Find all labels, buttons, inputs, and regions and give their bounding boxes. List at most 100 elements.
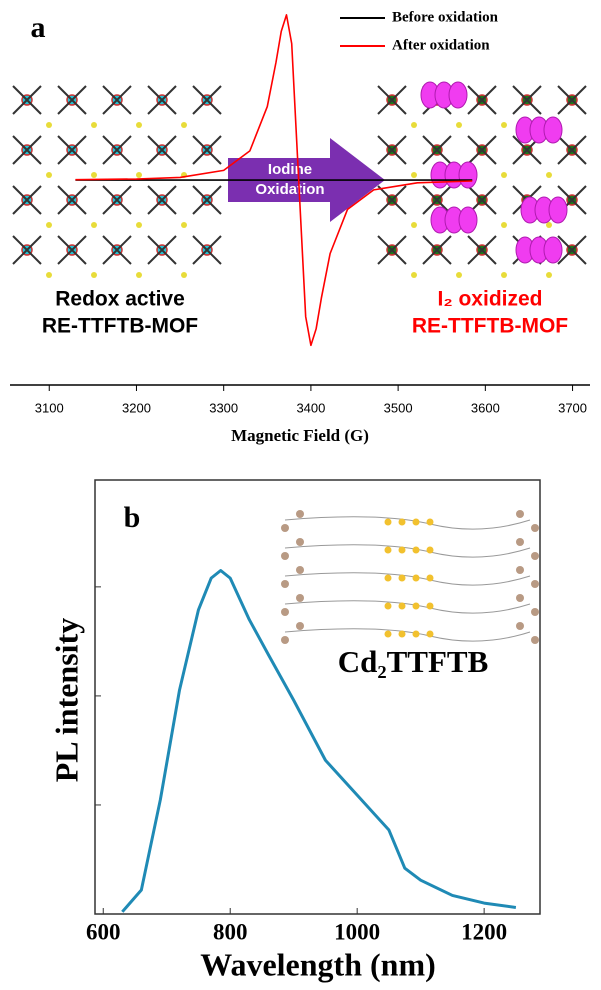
iodine bbox=[459, 207, 477, 233]
cd-atom bbox=[281, 636, 289, 644]
sulfur bbox=[91, 272, 97, 278]
sulfur bbox=[91, 122, 97, 128]
cd-atom bbox=[281, 580, 289, 588]
sulfur bbox=[413, 631, 420, 638]
iodine bbox=[459, 162, 477, 188]
arrow-label: Iodine bbox=[268, 161, 312, 178]
x-tick-label: 3600 bbox=[471, 400, 500, 415]
inset-label: Cd₂TTFTB bbox=[338, 644, 489, 679]
sulfur bbox=[385, 603, 392, 610]
cd-atom bbox=[281, 608, 289, 616]
linker bbox=[285, 545, 530, 557]
x-tick-label: 3300 bbox=[209, 400, 238, 415]
cd-atom bbox=[516, 510, 524, 518]
sulfur bbox=[181, 122, 187, 128]
structure-caption: I₂ oxidized bbox=[437, 288, 542, 311]
sulfur bbox=[136, 272, 142, 278]
sulfur bbox=[501, 122, 507, 128]
sulfur bbox=[181, 272, 187, 278]
sulfur bbox=[456, 122, 462, 128]
sulfur bbox=[427, 631, 434, 638]
sulfur bbox=[181, 222, 187, 228]
sulfur bbox=[399, 519, 406, 526]
sulfur bbox=[427, 519, 434, 526]
plot-frame bbox=[95, 480, 540, 914]
sulfur bbox=[411, 172, 417, 178]
sulfur bbox=[385, 575, 392, 582]
panel-label: a bbox=[31, 11, 46, 44]
sulfur bbox=[91, 172, 97, 178]
cd-atom bbox=[531, 636, 539, 644]
sulfur bbox=[399, 603, 406, 610]
sulfur bbox=[411, 122, 417, 128]
structure-caption: Redox active bbox=[55, 288, 185, 311]
x-axis-label: Magnetic Field (G) bbox=[231, 426, 369, 445]
legend-label: After oxidation bbox=[392, 37, 490, 53]
iodine bbox=[549, 197, 567, 223]
cd-atom bbox=[296, 510, 304, 518]
x-tick-label: 3100 bbox=[35, 400, 64, 415]
sulfur bbox=[91, 222, 97, 228]
x-tick-label: 3200 bbox=[122, 400, 151, 415]
pristine-structure bbox=[13, 86, 221, 278]
sulfur bbox=[385, 519, 392, 526]
x-tick-label: 1000 bbox=[334, 919, 380, 944]
cd-atom bbox=[296, 622, 304, 630]
sulfur bbox=[136, 172, 142, 178]
sulfur bbox=[413, 519, 420, 526]
sulfur bbox=[501, 172, 507, 178]
x-tick-label: 3500 bbox=[384, 400, 413, 415]
sulfur bbox=[385, 631, 392, 638]
cd-atom bbox=[531, 608, 539, 616]
data-line bbox=[122, 571, 516, 912]
x-tick-label: 1200 bbox=[461, 919, 507, 944]
cd-atom bbox=[281, 552, 289, 560]
sulfur bbox=[46, 172, 52, 178]
sulfur bbox=[399, 575, 406, 582]
sulfur bbox=[413, 603, 420, 610]
legend-label: Before oxidation bbox=[392, 9, 499, 25]
cd-atom bbox=[531, 580, 539, 588]
y-axis-label: PL intensity bbox=[48, 618, 84, 782]
cd-atom bbox=[281, 524, 289, 532]
sulfur bbox=[136, 122, 142, 128]
cd-atom bbox=[296, 594, 304, 602]
linker bbox=[285, 517, 530, 529]
linker bbox=[285, 573, 530, 585]
cd-atom bbox=[516, 538, 524, 546]
panel-label: b bbox=[124, 501, 141, 534]
linker bbox=[285, 629, 530, 641]
inset-structure bbox=[281, 510, 539, 644]
linker bbox=[285, 601, 530, 613]
sulfur bbox=[136, 222, 142, 228]
cd-atom bbox=[516, 622, 524, 630]
iodine bbox=[449, 82, 467, 108]
cd-atom bbox=[296, 538, 304, 546]
x-tick-label: 600 bbox=[86, 919, 121, 944]
sulfur bbox=[501, 272, 507, 278]
x-tick-label: 800 bbox=[213, 919, 248, 944]
structure-caption: RE-TTFTB-MOF bbox=[412, 315, 568, 338]
iodine bbox=[544, 117, 562, 143]
x-tick-label: 3700 bbox=[558, 400, 587, 415]
sulfur bbox=[385, 547, 392, 554]
sulfur bbox=[399, 547, 406, 554]
structure-caption: RE-TTFTB-MOF bbox=[42, 315, 198, 338]
figure: Iodine Oxidation Redox active RE-TTFTB-MOF I… bbox=[0, 0, 601, 990]
sulfur bbox=[427, 547, 434, 554]
sulfur bbox=[411, 272, 417, 278]
sulfur bbox=[413, 575, 420, 582]
sulfur bbox=[411, 222, 417, 228]
cd-atom bbox=[516, 566, 524, 574]
arrow-label: Oxidation bbox=[255, 181, 324, 198]
sulfur bbox=[46, 122, 52, 128]
sulfur bbox=[413, 547, 420, 554]
cd-atom bbox=[296, 566, 304, 574]
sulfur bbox=[46, 222, 52, 228]
sulfur bbox=[546, 272, 552, 278]
sulfur bbox=[546, 172, 552, 178]
x-axis-label: Wavelength (nm) bbox=[200, 946, 436, 982]
sulfur bbox=[456, 272, 462, 278]
sulfur bbox=[399, 631, 406, 638]
iodine bbox=[544, 237, 562, 263]
